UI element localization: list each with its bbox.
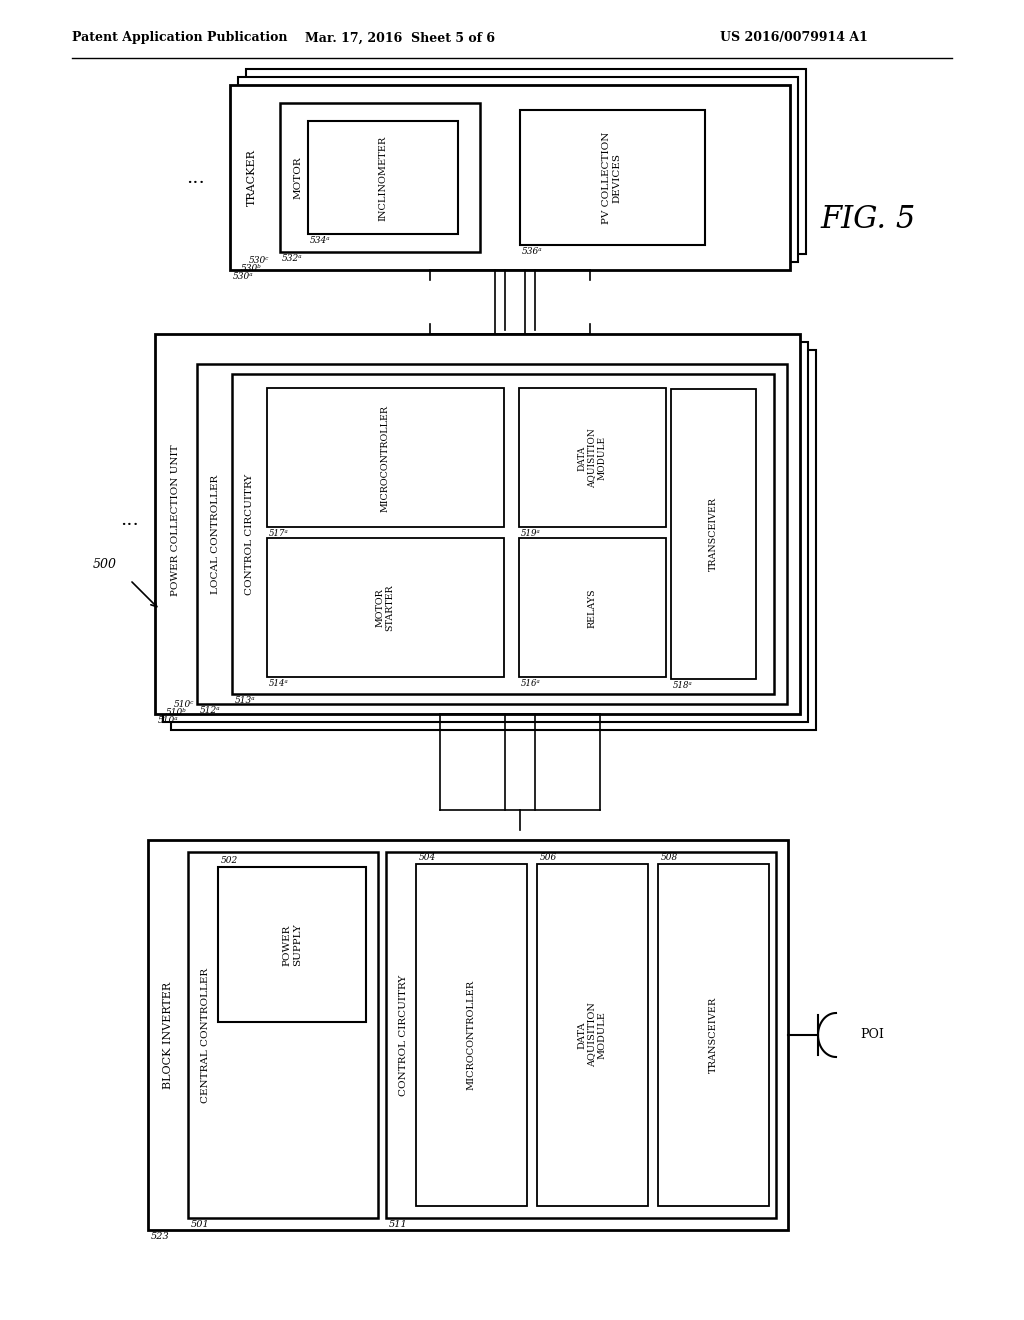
Text: 532ᵃ: 532ᵃ <box>282 253 303 263</box>
Bar <box>520 110 705 246</box>
Bar <box>658 865 769 1206</box>
Bar <box>230 84 790 271</box>
Text: 534ᵃ: 534ᵃ <box>310 236 331 246</box>
Text: Mar. 17, 2016  Sheet 5 of 6: Mar. 17, 2016 Sheet 5 of 6 <box>305 32 495 45</box>
Text: ...: ... <box>185 169 205 187</box>
Text: TRANSCEIVER: TRANSCEIVER <box>709 498 718 572</box>
Bar <box>267 539 504 677</box>
Text: 513ᵃ: 513ᵃ <box>234 696 256 705</box>
Text: 510ᵇ: 510ᵇ <box>166 708 186 717</box>
Bar <box>197 364 787 704</box>
Text: DATA
AQUISITION
MODULE: DATA AQUISITION MODULE <box>578 428 607 488</box>
Bar <box>519 388 666 527</box>
Bar <box>232 374 774 694</box>
Text: 519ᵃ: 519ᵃ <box>521 529 541 539</box>
Text: 517ᵃ: 517ᵃ <box>269 529 289 539</box>
Bar <box>188 851 378 1218</box>
Text: INCLINOMETER: INCLINOMETER <box>379 136 387 220</box>
Text: PV COLLECTION
DEVICES: PV COLLECTION DEVICES <box>602 132 622 224</box>
Bar <box>537 865 648 1206</box>
Text: MOTOR: MOTOR <box>294 157 302 199</box>
Bar <box>519 539 666 677</box>
Text: CONTROL CIRCUITRY: CONTROL CIRCUITRY <box>399 974 409 1096</box>
Text: DATA
AQUISITION
MODULE: DATA AQUISITION MODULE <box>578 1003 607 1068</box>
Text: CENTRAL CONTROLLER: CENTRAL CONTROLLER <box>202 968 211 1102</box>
Text: US 2016/0079914 A1: US 2016/0079914 A1 <box>720 32 868 45</box>
Text: 518ᵃ: 518ᵃ <box>673 681 693 690</box>
Text: 504: 504 <box>419 853 436 862</box>
Text: 510ᶜ: 510ᶜ <box>174 700 195 709</box>
Text: CONTROL CIRCUITRY: CONTROL CIRCUITRY <box>246 474 255 594</box>
Text: 536ᵃ: 536ᵃ <box>522 247 543 256</box>
Bar <box>155 334 800 714</box>
Bar <box>171 350 816 730</box>
Bar <box>246 69 806 253</box>
Bar <box>416 865 527 1206</box>
Bar <box>386 851 776 1218</box>
Text: 516ᵃ: 516ᵃ <box>521 678 541 688</box>
Text: 514ᵃ: 514ᵃ <box>269 678 289 688</box>
Text: BLOCK INVERTER: BLOCK INVERTER <box>163 982 173 1089</box>
Bar <box>280 103 480 252</box>
Text: 510ᵃ: 510ᵃ <box>158 715 178 725</box>
Text: ...: ... <box>121 511 139 529</box>
Text: 511: 511 <box>389 1220 408 1229</box>
Text: MICROCONTROLLER: MICROCONTROLLER <box>467 979 475 1090</box>
Text: 523: 523 <box>151 1232 170 1241</box>
Text: 530ᵇ: 530ᵇ <box>241 264 262 273</box>
Text: 501: 501 <box>191 1220 210 1229</box>
Bar <box>671 389 756 678</box>
Bar <box>218 867 366 1022</box>
Text: TRACKER: TRACKER <box>247 149 257 206</box>
Text: TRANSCEIVER: TRANSCEIVER <box>709 997 718 1073</box>
Text: FIG. 5: FIG. 5 <box>820 205 915 235</box>
Text: POI: POI <box>860 1028 884 1041</box>
Text: LOCAL CONTROLLER: LOCAL CONTROLLER <box>211 474 219 594</box>
Text: 500: 500 <box>93 558 117 572</box>
Text: 530ᵃ: 530ᵃ <box>233 272 254 281</box>
Bar <box>308 121 458 234</box>
Bar <box>163 342 808 722</box>
Text: MOTOR
STARTER: MOTOR STARTER <box>376 585 394 631</box>
Bar <box>148 840 788 1230</box>
Text: POWER COLLECTION UNIT: POWER COLLECTION UNIT <box>171 445 179 595</box>
Text: 508: 508 <box>662 853 678 862</box>
Text: POWER
SUPPLY: POWER SUPPLY <box>283 924 302 966</box>
Text: RELAYS: RELAYS <box>588 589 597 628</box>
Text: 512ᵃ: 512ᵃ <box>200 706 220 715</box>
Text: Patent Application Publication: Patent Application Publication <box>72 32 288 45</box>
Bar <box>238 77 798 261</box>
Text: 502: 502 <box>221 855 239 865</box>
Bar <box>267 388 504 527</box>
Text: 506: 506 <box>540 853 557 862</box>
Text: 530ᶜ: 530ᶜ <box>249 256 269 265</box>
Text: MICROCONTROLLER: MICROCONTROLLER <box>381 404 389 511</box>
